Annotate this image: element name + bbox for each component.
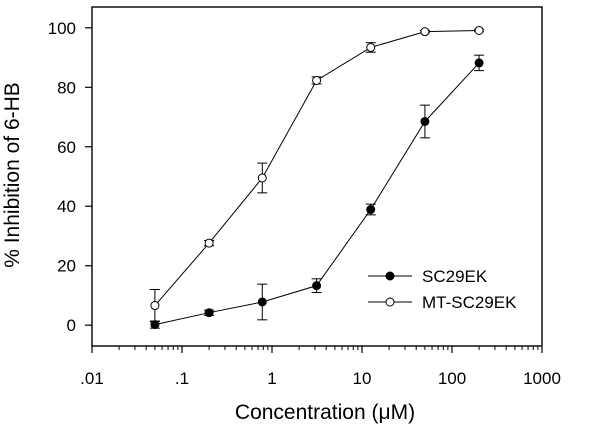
data-point <box>257 297 267 307</box>
series-line-mt-sc29ek <box>154 29 480 306</box>
data-point <box>257 173 267 183</box>
y-tick-label: 100 <box>48 19 76 38</box>
x-tick-label: .01 <box>80 369 104 388</box>
y-tick-label: 80 <box>57 78 76 97</box>
data-point <box>204 238 214 248</box>
data-point <box>474 58 484 68</box>
x-tick-label: .1 <box>175 369 189 388</box>
y-axis-title: % Inhibition of 6-HB <box>1 82 24 268</box>
data-point <box>366 42 376 52</box>
series-layer <box>149 25 485 330</box>
x-tick-label: 1000 <box>523 369 561 388</box>
series-mt-sc29ek <box>149 25 485 323</box>
legend-label-mt-sc29ek: MT-SC29EK <box>422 293 517 312</box>
data-point <box>312 281 322 291</box>
data-point <box>420 27 430 37</box>
y-tick-label: 60 <box>57 138 76 157</box>
plot-frame <box>91 6 543 347</box>
y-tick-label: 20 <box>57 257 76 276</box>
legend: SC29EK MT-SC29EK <box>368 267 517 312</box>
y-tick-label: 40 <box>57 197 76 216</box>
y-axis: 0 20 40 60 80 100 <box>48 19 92 335</box>
x-axis: .01 .1 1 10 100 1000 <box>80 346 561 388</box>
y-tick-label: 0 <box>67 316 76 335</box>
data-point <box>420 116 430 126</box>
x-tick-label: 100 <box>438 369 466 388</box>
x-axis-title: Concentration (μM) <box>235 401 415 424</box>
data-point <box>204 308 214 318</box>
data-point <box>366 205 376 215</box>
legend-label-sc29ek: SC29EK <box>422 267 488 286</box>
data-point <box>474 25 484 35</box>
legend-marker-mt-sc29ek <box>385 297 395 307</box>
series-sc29ek <box>149 54 485 330</box>
data-point <box>312 75 322 85</box>
x-tick-label: 10 <box>353 369 372 388</box>
legend-marker-sc29ek <box>385 271 395 281</box>
data-point <box>150 301 160 311</box>
plot-area <box>91 6 543 347</box>
x-tick-label: 1 <box>267 369 276 388</box>
